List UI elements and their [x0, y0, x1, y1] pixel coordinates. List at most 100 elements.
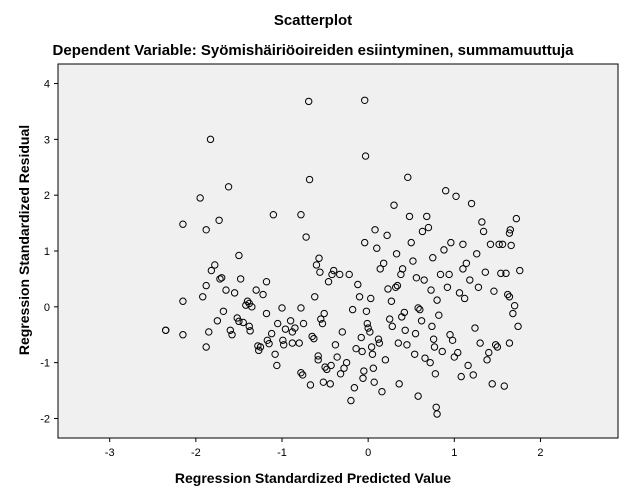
- data-point: [226, 326, 235, 334]
- data-point: [273, 361, 281, 370]
- data-point: [269, 211, 278, 219]
- data-point: [505, 339, 514, 347]
- data-point: [331, 341, 340, 349]
- data-point: [378, 387, 386, 396]
- data-point: [409, 257, 417, 265]
- data-point: [273, 319, 282, 328]
- data-point: [236, 275, 245, 283]
- data-point: [398, 265, 407, 273]
- data-point: [459, 265, 467, 273]
- data-point: [357, 333, 365, 342]
- y-tick-label: 1: [44, 246, 50, 258]
- data-points: [161, 96, 524, 418]
- data-point: [252, 286, 260, 294]
- data-point: [202, 281, 210, 290]
- data-point: [213, 317, 222, 325]
- data-point: [366, 328, 374, 336]
- data-point: [311, 293, 319, 301]
- data-point: [345, 270, 353, 279]
- data-point: [362, 307, 371, 315]
- data-point: [302, 233, 310, 241]
- data-point: [306, 381, 315, 389]
- data-point: [424, 223, 433, 232]
- data-point: [199, 293, 207, 301]
- data-point: [329, 266, 338, 275]
- data-point: [374, 335, 383, 343]
- data-point: [403, 341, 411, 349]
- data-point: [417, 317, 426, 325]
- data-point: [370, 378, 378, 386]
- data-point: [474, 283, 483, 291]
- data-point: [476, 339, 484, 347]
- data-point: [483, 356, 491, 364]
- data-point: [347, 396, 355, 405]
- data-point: [207, 266, 216, 275]
- data-point: [338, 328, 347, 336]
- data-point: [224, 183, 233, 191]
- y-tick-label: 4: [44, 79, 50, 91]
- x-tick-label: 1: [451, 447, 457, 459]
- y-axis-label: Regression Standardized Residual: [16, 124, 32, 356]
- data-point: [488, 380, 496, 388]
- data-point: [493, 343, 502, 351]
- data-point: [438, 347, 446, 356]
- data-point: [490, 287, 498, 295]
- data-point: [179, 331, 187, 339]
- data-point: [179, 297, 187, 305]
- data-point: [333, 353, 341, 361]
- data-point: [286, 317, 295, 325]
- data-point: [469, 371, 477, 379]
- data-point: [318, 319, 327, 328]
- data-point: [297, 304, 305, 312]
- data-point: [375, 339, 384, 347]
- data-point: [367, 343, 376, 351]
- data-point: [379, 259, 388, 267]
- data-point: [478, 218, 486, 226]
- data-point: [196, 194, 204, 202]
- data-point: [460, 294, 469, 303]
- data-point: [414, 392, 422, 400]
- data-point: [314, 356, 322, 364]
- x-tick-label: 2: [537, 447, 543, 459]
- data-point: [433, 410, 441, 418]
- data-point: [430, 343, 439, 351]
- data-point: [435, 311, 443, 319]
- data-point: [407, 238, 415, 247]
- data-point: [464, 361, 472, 370]
- data-point: [248, 303, 256, 311]
- data-point: [326, 380, 334, 388]
- data-point: [271, 350, 279, 358]
- data-point: [421, 354, 429, 362]
- data-point: [388, 322, 396, 331]
- data-point: [369, 364, 378, 372]
- data-point: [219, 307, 228, 315]
- data-point: [390, 201, 398, 209]
- data-point: [350, 384, 359, 392]
- data-point: [217, 274, 226, 282]
- data-point: [376, 265, 384, 273]
- data-point: [443, 283, 452, 291]
- data-point: [471, 324, 479, 332]
- data-point: [336, 370, 345, 378]
- data-point: [411, 329, 420, 338]
- data-point: [440, 246, 448, 254]
- data-point: [445, 270, 453, 279]
- data-point: [412, 274, 421, 282]
- data-point: [364, 324, 372, 332]
- data-point: [436, 270, 445, 279]
- data-point: [320, 309, 328, 318]
- data-point: [504, 290, 512, 299]
- data-point: [498, 240, 507, 249]
- data-point: [239, 318, 247, 327]
- data-point: [211, 261, 219, 269]
- data-point: [262, 278, 271, 286]
- data-point: [319, 378, 328, 386]
- data-point: [179, 220, 187, 228]
- data-point: [355, 293, 364, 301]
- data-point: [305, 175, 314, 184]
- data-point: [359, 374, 367, 382]
- data-point: [455, 289, 464, 297]
- data-point: [259, 290, 267, 299]
- data-point: [428, 322, 436, 331]
- data-point: [161, 326, 170, 334]
